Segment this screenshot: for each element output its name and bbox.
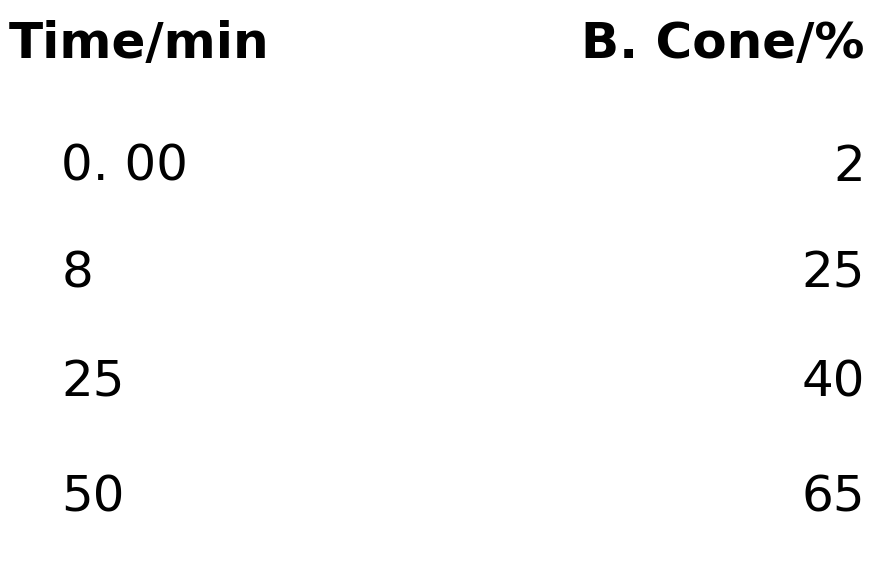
Text: 2: 2 [832, 143, 864, 191]
Text: 25: 25 [801, 249, 864, 297]
Text: 40: 40 [801, 358, 864, 407]
Text: 50: 50 [61, 473, 125, 522]
Text: 25: 25 [61, 358, 125, 407]
Text: 0. 00: 0. 00 [61, 143, 189, 191]
Text: Time/min: Time/min [9, 20, 269, 68]
Text: B. Cone/%: B. Cone/% [581, 20, 864, 68]
Text: 65: 65 [801, 473, 864, 522]
Text: 8: 8 [61, 249, 93, 297]
